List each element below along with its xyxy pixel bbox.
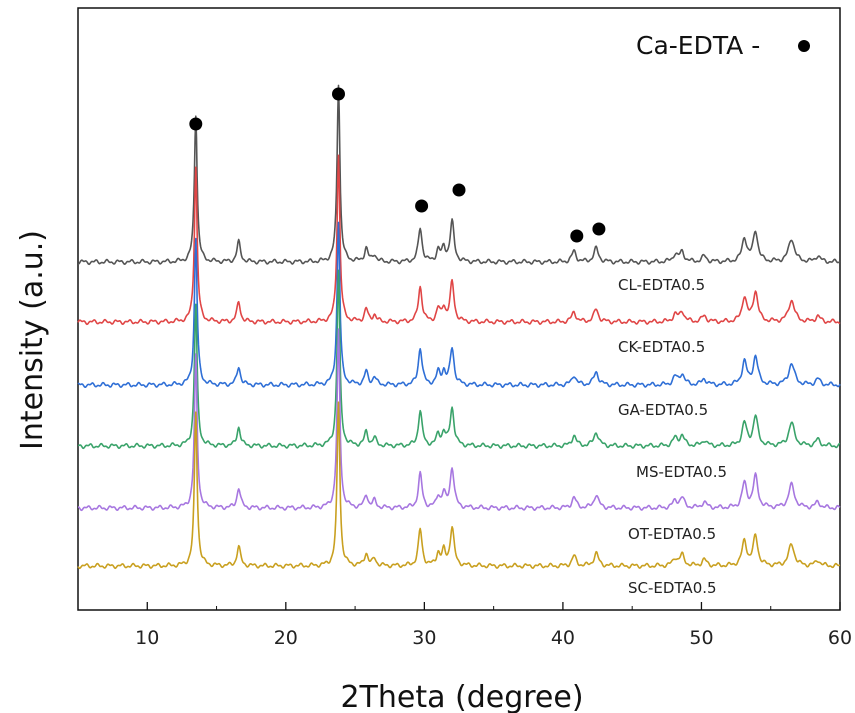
x-tick-label: 40 (551, 627, 575, 649)
series-label-extra: SC-EDTA0.5 (628, 579, 717, 597)
series-label-5: OT-EDTA0.5 (628, 525, 716, 543)
ca-edta-marker (415, 199, 429, 213)
x-tick-label: 30 (412, 627, 436, 649)
x-tick-label: 60 (828, 627, 852, 649)
ca-edta-marker (592, 222, 606, 236)
x-axis-title: 2Theta (degree) (340, 680, 583, 713)
series-line-1 (77, 154, 841, 326)
ca-edta-marker (452, 183, 466, 197)
series-label-1: CL-EDTA0.5 (618, 276, 705, 294)
ca-edta-marker (189, 117, 203, 131)
label-layer: CL-EDTA0.5 CK-EDTA0.5 GA-EDTA0.5 MS-EDTA0.5… (618, 276, 727, 597)
series-label-2: CK-EDTA0.5 (618, 338, 705, 356)
legend-label: Ca-EDTA - (636, 31, 760, 60)
marker-layer (189, 87, 606, 243)
series-label-3: GA-EDTA0.5 (618, 401, 708, 419)
plot-frame (77, 7, 841, 611)
series-line-4 (77, 328, 841, 512)
series-layer (77, 84, 841, 570)
series-line-2 (77, 221, 841, 388)
y-axis-title: Intensity (a.u.) (15, 230, 50, 450)
series-line-5 (77, 401, 841, 570)
x-tick-label: 20 (274, 627, 298, 649)
tick-layer: 10 20 30 40 50 60 (77, 602, 852, 649)
series-line-3 (77, 269, 841, 450)
series-label-4: MS-EDTA0.5 (636, 463, 727, 481)
ca-edta-marker (332, 87, 345, 101)
series-line-0 (77, 84, 841, 266)
x-tick-label: 50 (689, 627, 713, 649)
ca-edta-marker (570, 229, 584, 243)
legend-marker (798, 40, 810, 52)
x-tick-label: 10 (135, 627, 159, 649)
